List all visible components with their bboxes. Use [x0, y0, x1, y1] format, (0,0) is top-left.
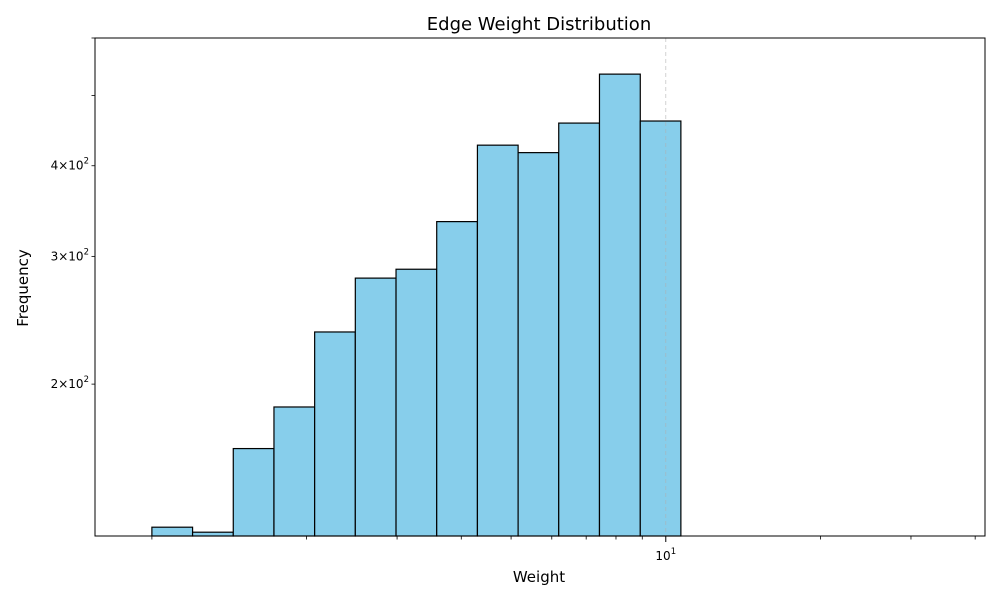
y-tick-label: 3×102	[51, 247, 89, 263]
histogram-bar	[273, 406, 316, 537]
y-tick-label: 4×102	[51, 157, 89, 173]
chart-title: Edge Weight Distribution	[427, 14, 651, 35]
histogram-bar	[314, 331, 356, 537]
x-tick-label: 101	[655, 547, 676, 563]
histogram-bar	[232, 447, 275, 537]
x-axis-label: Weight	[513, 568, 565, 586]
histogram-bar	[598, 73, 641, 537]
y-axis-label: Frequency	[14, 249, 32, 327]
histogram-bar	[558, 122, 601, 537]
histogram-bar	[436, 221, 479, 537]
histogram-bar	[639, 120, 682, 537]
histogram-bar	[476, 144, 519, 537]
histogram-bar	[191, 531, 234, 537]
histogram-bar	[354, 277, 397, 537]
histogram-bar	[151, 526, 194, 537]
ticks-layer: 101 2×102 3×102 4×102	[51, 37, 976, 563]
histogram-bar	[395, 268, 438, 537]
bars-layer	[151, 73, 682, 537]
histogram-bar	[517, 152, 560, 537]
plot-frame	[94, 37, 986, 537]
y-tick-label: 2×102	[51, 375, 89, 391]
